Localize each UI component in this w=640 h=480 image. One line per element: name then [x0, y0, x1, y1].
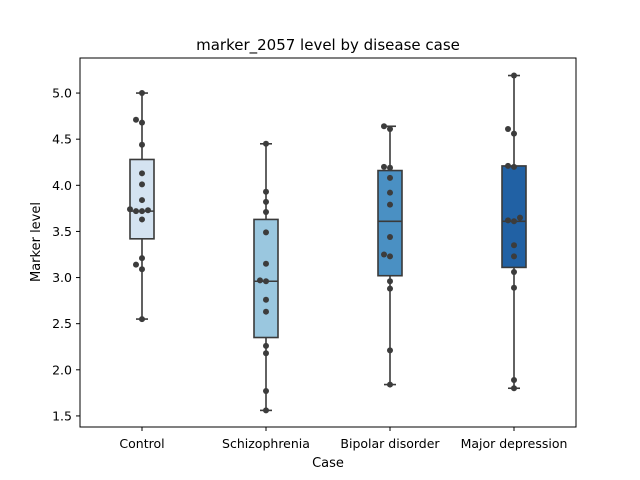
box-group	[377, 123, 403, 388]
data-point	[387, 233, 393, 240]
data-point	[387, 164, 393, 171]
plot-area	[127, 72, 527, 414]
box-group	[127, 90, 155, 323]
data-point	[139, 90, 145, 97]
data-point	[511, 385, 517, 392]
data-point	[263, 296, 269, 303]
data-point	[387, 253, 393, 260]
data-point	[511, 269, 517, 276]
y-tick-label: 4.0	[52, 178, 72, 193]
data-point	[505, 217, 511, 224]
data-point	[263, 260, 269, 267]
data-point	[387, 278, 393, 285]
data-point	[511, 163, 517, 170]
data-point	[387, 189, 393, 196]
data-point	[263, 140, 269, 147]
data-point	[505, 162, 511, 169]
data-point	[145, 207, 151, 214]
data-point	[387, 347, 393, 354]
data-point	[511, 218, 517, 225]
data-point	[511, 72, 517, 79]
data-point	[263, 188, 269, 195]
data-point	[387, 174, 393, 181]
data-point	[381, 251, 387, 258]
data-point	[381, 123, 387, 130]
data-point	[139, 316, 145, 323]
data-point	[139, 119, 145, 126]
data-point	[387, 201, 393, 208]
data-point	[517, 214, 523, 221]
data-point	[139, 208, 145, 215]
data-point	[263, 407, 269, 414]
x-tick-label: Major depression	[461, 436, 568, 451]
y-tick-label: 2.0	[52, 362, 72, 377]
box-group	[253, 140, 279, 414]
x-axis: Control Schizophrenia Bipolar disorder Majo…	[119, 427, 567, 451]
data-point	[263, 350, 269, 357]
data-point	[133, 208, 139, 215]
box	[377, 169, 403, 277]
data-point	[511, 284, 517, 291]
data-point	[263, 388, 269, 395]
data-point	[127, 206, 133, 213]
data-point	[511, 376, 517, 383]
data-point	[511, 242, 517, 249]
data-point	[139, 181, 145, 188]
data-point	[387, 285, 393, 292]
data-point	[263, 229, 269, 236]
data-point	[505, 126, 511, 133]
data-point	[139, 197, 145, 204]
data-point	[381, 163, 387, 170]
y-tick-label: 3.5	[52, 224, 72, 239]
y-tick-label: 4.5	[52, 132, 72, 147]
data-point	[511, 130, 517, 137]
data-point	[139, 141, 145, 148]
data-point	[263, 342, 269, 349]
data-point	[511, 253, 517, 260]
plot-frame	[79, 57, 577, 428]
y-tick-label: 3.0	[52, 270, 72, 285]
y-axis: 1.5 2.0 2.5 3.0 3.5 4.0 4.5 5.0	[52, 86, 80, 423]
x-tick-label: Bipolar disorder	[340, 436, 440, 451]
data-point	[139, 216, 145, 223]
data-point	[139, 170, 145, 177]
data-point	[387, 126, 393, 133]
data-point	[133, 116, 139, 123]
y-tick-label: 5.0	[52, 86, 72, 101]
data-point	[133, 261, 139, 268]
chart-title: marker_2057 level by disease case	[196, 36, 460, 55]
data-point	[263, 198, 269, 205]
x-tick-label: Control	[119, 436, 164, 451]
data-point	[263, 209, 269, 216]
y-axis-label: Marker level	[29, 202, 44, 282]
data-point	[257, 277, 263, 284]
data-point	[139, 266, 145, 273]
x-axis-label: Case	[312, 456, 344, 471]
x-tick-label: Schizophrenia	[222, 436, 310, 451]
box-group	[501, 72, 527, 392]
data-point	[263, 308, 269, 315]
data-point	[263, 278, 269, 285]
y-tick-label: 2.5	[52, 316, 72, 331]
y-tick-label: 1.5	[52, 408, 72, 423]
data-point	[387, 381, 393, 388]
data-point	[139, 255, 145, 262]
